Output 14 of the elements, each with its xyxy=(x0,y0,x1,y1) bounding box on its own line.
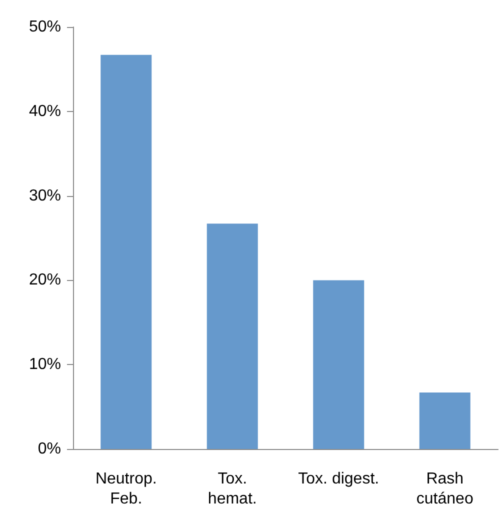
y-tick-label: 0% xyxy=(38,440,61,458)
bar xyxy=(313,280,364,449)
y-tick-label: 30% xyxy=(28,187,61,204)
y-tick-label: 50% xyxy=(28,18,61,36)
x-tick-label: Tox. digest. xyxy=(298,470,380,488)
y-tick-label: 40% xyxy=(28,102,61,120)
bar xyxy=(206,224,258,449)
x-tick-label: Neutrop. Feb. xyxy=(95,470,157,508)
bar xyxy=(100,54,152,449)
y-tick-label: 20% xyxy=(28,272,61,289)
x-tick-label: Tox. hemat. xyxy=(208,470,257,508)
x-tick-label: Rash cutáneo xyxy=(416,470,474,508)
y-tick-label: 10% xyxy=(28,356,61,374)
bar xyxy=(419,392,470,449)
